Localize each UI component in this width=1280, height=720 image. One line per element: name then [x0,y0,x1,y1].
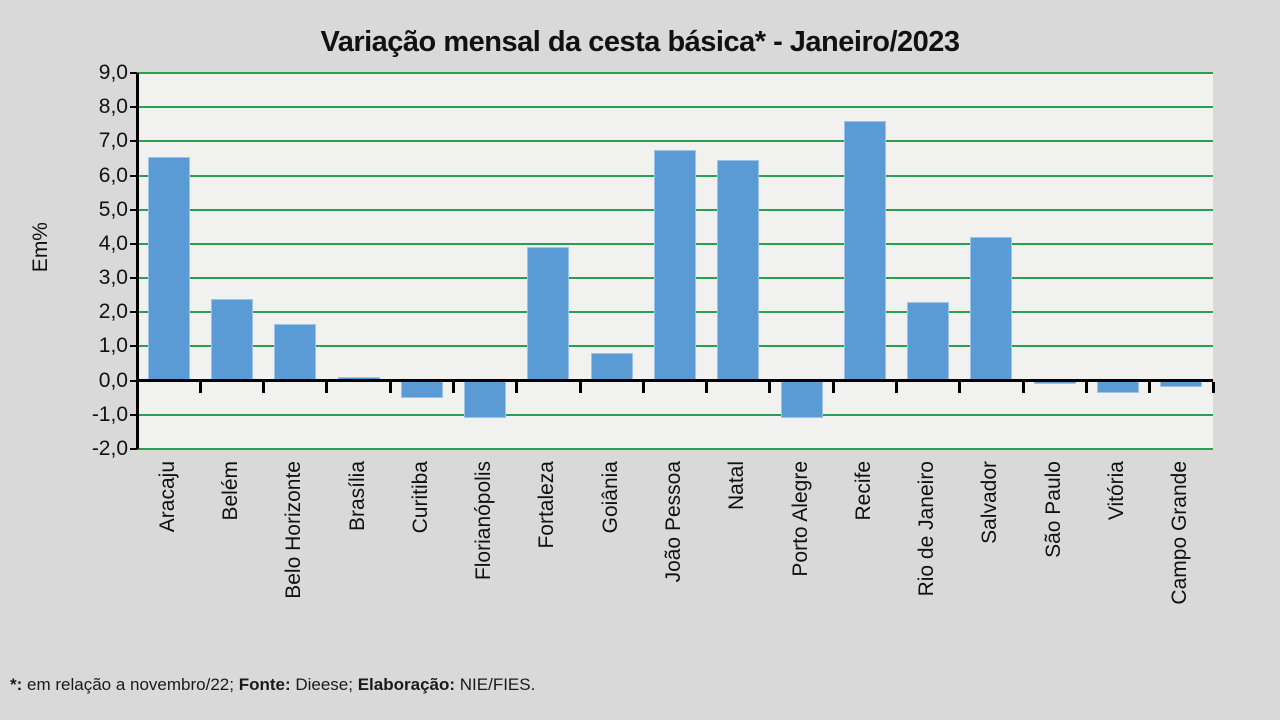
x-axis-tick [768,381,772,393]
y-axis-label: 0,0 [98,368,128,392]
bar [274,324,317,381]
x-axis-label: São Paulo [1041,461,1065,558]
y-axis-tick [130,379,137,382]
x-axis-tick [451,381,455,393]
y-axis-tick [130,140,137,143]
bar [654,149,696,381]
x-axis-tick [1211,381,1215,393]
x-axis-label: Salvador [978,461,1002,544]
gridline [137,106,1213,109]
x-axis-tick [325,381,329,393]
x-axis-tick [831,381,835,393]
bar [970,237,1013,381]
x-axis-label: Curitiba [408,461,432,534]
bar [527,247,570,381]
gridline [137,72,1213,74]
y-axis-label: -2,0 [91,437,128,460]
bar [464,380,507,419]
x-axis-tick [262,381,266,393]
y-axis-tick [130,277,137,280]
x-axis-label: Natal [725,461,749,511]
bar [843,120,886,381]
gridline [137,448,1213,450]
x-axis-tick [1084,381,1088,393]
y-axis-label: 9,0 [98,61,128,84]
bar [147,156,190,381]
x-axis-tick [198,381,202,393]
y-axis-label: 2,0 [98,300,128,324]
x-axis-label: Porto Alegre [788,461,812,577]
x-axis-tick [578,381,582,393]
bar [1097,380,1140,393]
x-axis-tick [388,381,392,393]
y-axis-tick [130,448,137,450]
x-axis-label: Fortaleza [535,461,559,549]
bar [717,160,760,381]
y-axis-tick [130,242,137,245]
x-axis-label: Goiânia [598,461,622,534]
footnote: *: em relação a novembro/22; Fonte: Diee… [10,675,535,695]
y-axis-tick [130,311,137,314]
footnote-fonte-label: Fonte: [238,675,291,694]
x-axis-tick [958,381,962,393]
y-axis-tick [130,208,137,211]
x-axis-label: Campo Grande [1168,461,1192,605]
y-axis-label: 3,0 [98,266,128,290]
x-axis-label: Belém [218,461,242,521]
x-axis-tick [1148,381,1152,393]
footnote-elaboracao-label: Elaboração: [357,675,456,694]
bar [780,380,823,419]
y-axis-label: 4,0 [98,231,128,255]
x-axis-label: Aracaju [155,461,179,533]
bar [590,353,633,381]
bar [400,380,443,398]
x-axis-label: Recife [851,461,875,521]
y-axis-label: 7,0 [98,129,128,153]
y-axis-tick [130,413,137,416]
x-axis-label: Florianópolis [472,461,496,581]
x-axis-label: Rio de Janeiro [915,461,939,597]
bar [907,302,950,381]
y-axis-label: 8,0 [98,95,128,119]
x-axis-label: João Pessoa [662,461,685,583]
footnote-fonte-value: Dieese; [290,675,358,694]
footnote-note: em relação a novembro/22; [22,675,239,694]
footnote-asterisk: *: [10,675,23,694]
x-axis-tick [705,381,709,393]
x-axis-tick [1021,381,1025,393]
x-axis-line [137,379,1213,383]
footnote-elaboracao-value: NIE/FIES. [455,675,536,694]
x-axis-label: Belo Horizonte [282,461,306,599]
y-axis-line [135,73,139,449]
y-axis-tick [130,106,137,109]
chart-title: Variação mensal da cesta básica* - Janei… [320,26,960,58]
y-axis-tick [130,174,137,177]
bar [210,298,253,381]
y-axis-label: 1,0 [98,334,128,358]
y-axis-label: 5,0 [98,197,128,221]
y-axis-label: -1,0 [91,402,128,426]
y-axis-label: 6,0 [98,163,128,187]
x-axis-tick [515,381,519,393]
x-axis-tick [641,381,645,393]
x-axis-label: Vitória [1105,461,1129,521]
x-axis-label: Brasília [345,461,369,532]
x-axis-tick [895,381,899,393]
y-axis-tick [130,345,137,348]
gridline [137,140,1213,143]
y-axis-tick [130,72,137,74]
gridline [137,413,1213,416]
